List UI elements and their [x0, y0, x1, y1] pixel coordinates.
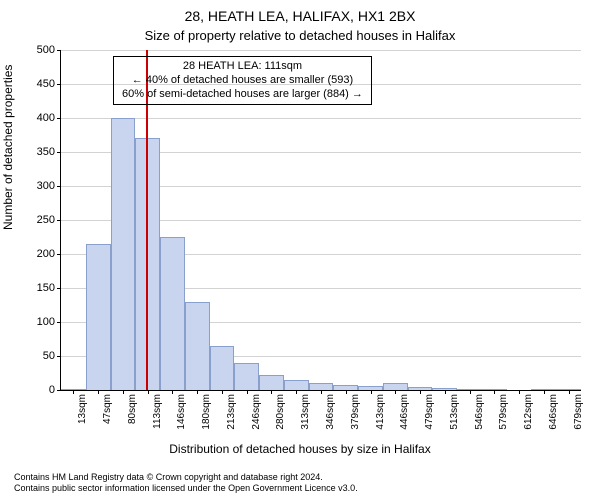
- x-tick: [519, 390, 520, 394]
- y-tick-label: 200: [37, 248, 55, 260]
- x-tick-label: 313sqm: [300, 394, 311, 430]
- histogram-bar: [111, 118, 136, 390]
- x-tick-label: 146sqm: [176, 394, 187, 430]
- histogram-bar: [86, 244, 111, 390]
- x-tick-label: 479sqm: [424, 394, 435, 430]
- x-tick-label: 180sqm: [201, 394, 212, 430]
- y-tick: [57, 118, 61, 119]
- y-tick: [57, 186, 61, 187]
- x-tick: [544, 390, 545, 394]
- x-tick: [445, 390, 446, 394]
- y-tick-label: 450: [37, 78, 55, 90]
- x-tick-label: 379sqm: [350, 394, 361, 430]
- footer-attribution: Contains HM Land Registry data © Crown c…: [14, 472, 358, 495]
- y-tick-label: 0: [49, 384, 55, 396]
- y-axis-label: Number of detached properties: [1, 65, 15, 230]
- annotation-line: ← 40% of detached houses are smaller (59…: [122, 74, 363, 88]
- x-tick-label: 213sqm: [226, 394, 237, 430]
- x-tick-label: 579sqm: [498, 394, 509, 430]
- x-tick-label: 13sqm: [77, 394, 88, 424]
- x-tick-label: 446sqm: [399, 394, 410, 430]
- chart-subtitle: Size of property relative to detached ho…: [0, 28, 600, 43]
- annotation-box: 28 HEATH LEA: 111sqm← 40% of detached ho…: [113, 56, 372, 105]
- x-tick-label: 679sqm: [573, 394, 584, 430]
- histogram-bar: [234, 363, 259, 390]
- x-tick: [73, 390, 74, 394]
- x-tick-label: 413sqm: [375, 394, 386, 430]
- y-tick: [57, 220, 61, 221]
- histogram-bar: [185, 302, 210, 390]
- y-tick-label: 150: [37, 282, 55, 294]
- y-tick: [57, 356, 61, 357]
- x-tick: [494, 390, 495, 394]
- y-tick: [57, 152, 61, 153]
- y-tick: [57, 84, 61, 85]
- y-tick-label: 400: [37, 112, 55, 124]
- x-tick: [420, 390, 421, 394]
- x-tick-label: 546sqm: [474, 394, 485, 430]
- x-axis-label: Distribution of detached houses by size …: [0, 442, 600, 456]
- footer-line: Contains HM Land Registry data © Crown c…: [14, 472, 358, 483]
- histogram-bar: [259, 375, 284, 390]
- x-tick-label: 113sqm: [152, 394, 163, 429]
- x-tick: [197, 390, 198, 394]
- annotation-line: 60% of semi-detached houses are larger (…: [122, 88, 363, 102]
- chart-title: 28, HEATH LEA, HALIFAX, HX1 2BX: [0, 8, 600, 24]
- histogram-bar: [284, 380, 309, 390]
- y-tick-label: 350: [37, 146, 55, 158]
- histogram-bar: [210, 346, 235, 390]
- y-tick: [57, 254, 61, 255]
- x-tick: [148, 390, 149, 394]
- x-tick-label: 47sqm: [102, 394, 113, 424]
- histogram-bar: [309, 383, 334, 390]
- x-tick: [371, 390, 372, 394]
- x-tick: [271, 390, 272, 394]
- y-tick-label: 300: [37, 180, 55, 192]
- x-tick-label: 346sqm: [325, 394, 336, 430]
- y-tick-label: 500: [37, 44, 55, 56]
- x-tick: [296, 390, 297, 394]
- x-tick-label: 80sqm: [127, 394, 138, 424]
- y-tick: [57, 390, 61, 391]
- footer-line: Contains public sector information licen…: [14, 483, 358, 494]
- x-tick-label: 246sqm: [251, 394, 262, 430]
- y-tick: [57, 322, 61, 323]
- y-tick-label: 50: [43, 350, 55, 362]
- x-tick: [395, 390, 396, 394]
- y-tick-label: 250: [37, 214, 55, 226]
- x-tick-label: 612sqm: [523, 394, 534, 430]
- y-tick-label: 100: [37, 316, 55, 328]
- x-tick: [98, 390, 99, 394]
- x-tick: [346, 390, 347, 394]
- x-tick-label: 646sqm: [548, 394, 559, 430]
- annotation-line: 28 HEATH LEA: 111sqm: [122, 60, 363, 74]
- x-tick: [222, 390, 223, 394]
- x-tick: [123, 390, 124, 394]
- histogram-bar: [383, 383, 408, 390]
- plot-area: 05010015020025030035040045050013sqm47sqm…: [60, 50, 581, 391]
- x-tick: [321, 390, 322, 394]
- x-tick-label: 280sqm: [275, 394, 286, 430]
- x-tick-label: 513sqm: [449, 394, 460, 430]
- y-tick: [57, 288, 61, 289]
- x-tick: [569, 390, 570, 394]
- y-gridline: [61, 50, 581, 51]
- histogram-bar: [160, 237, 185, 390]
- x-tick: [172, 390, 173, 394]
- y-gridline: [61, 118, 581, 119]
- x-tick: [247, 390, 248, 394]
- chart-container: { "layout": { "width_px": 600, "height_p…: [0, 0, 600, 500]
- y-tick: [57, 50, 61, 51]
- x-tick: [470, 390, 471, 394]
